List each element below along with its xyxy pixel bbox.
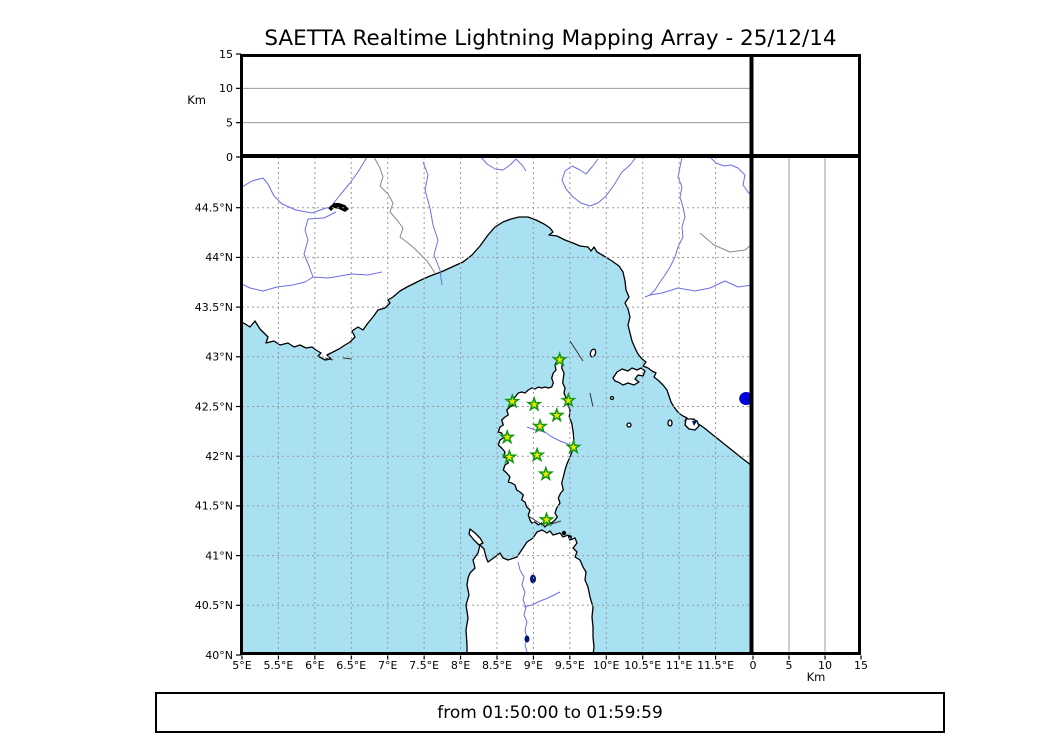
border-apennine xyxy=(699,232,752,253)
lat-tick-label: 42.5°N xyxy=(195,400,233,413)
lon-tick-label: 7.5°E xyxy=(409,659,439,672)
lat-tick-label: 40.5°N xyxy=(195,599,233,612)
lon-tick-label: 9.5°E xyxy=(555,659,585,672)
plot-title: SAETTA Realtime Lightning Mapping Array … xyxy=(264,26,837,51)
island-montecristo xyxy=(626,422,632,428)
km-tick-label: 10 xyxy=(818,659,832,672)
river-roya xyxy=(422,161,443,286)
altitude-panel xyxy=(240,54,753,156)
lon-tick-label: 5°E xyxy=(232,659,251,672)
right-km-axis-label: Km xyxy=(807,670,826,684)
lat-tick-label: 42°N xyxy=(205,450,233,463)
station-marker xyxy=(525,395,543,412)
km-tick-label: 0 xyxy=(750,659,757,672)
islet-lavezzi xyxy=(561,530,567,536)
lon-tick-label: 6.5°E xyxy=(336,659,366,672)
station-marker xyxy=(537,465,555,482)
station-marker xyxy=(528,446,546,463)
altitude-axis-label: Km xyxy=(187,93,206,107)
map-gridlines xyxy=(242,157,752,654)
river-verdon xyxy=(312,271,383,279)
islet-hyeres-west xyxy=(324,357,334,361)
seamark-bonifacio-east xyxy=(544,520,562,527)
right-altitude-panel xyxy=(753,157,861,654)
map-geography xyxy=(242,157,752,655)
island-elba xyxy=(612,367,646,386)
island-asinara xyxy=(468,528,484,546)
island-capraia xyxy=(589,348,597,358)
corner-panel xyxy=(753,54,861,156)
km-tick-label: 5 xyxy=(786,659,793,672)
lon-tick-label: 5.5°E xyxy=(263,659,293,672)
river-durance-upper xyxy=(242,177,334,214)
river-arno xyxy=(649,280,752,296)
lat-tick-label: 44°N xyxy=(205,251,233,264)
seamark-bonifacio-west xyxy=(529,516,545,527)
data-markers xyxy=(499,351,752,527)
axis-ticks xyxy=(236,53,862,660)
lon-tick-label: 10°E xyxy=(593,659,619,672)
lon-tick-label: 11°E xyxy=(666,659,692,672)
river-tanaro xyxy=(561,157,637,207)
station-marker xyxy=(538,511,555,527)
river-sardinia-branch xyxy=(523,591,561,608)
altitude-tick-label: 10 xyxy=(219,82,233,95)
lon-tick-label: 8°E xyxy=(451,659,470,672)
station-marker xyxy=(548,406,565,423)
station-marker xyxy=(565,438,582,455)
station-marker xyxy=(499,428,516,445)
lat-tick-label: 41.5°N xyxy=(195,500,233,513)
river-po-east xyxy=(709,157,752,197)
lon-tick-label: 11.5°E xyxy=(697,659,734,672)
coastline-corsica xyxy=(497,354,575,528)
lon-tick-label: 9°E xyxy=(524,659,543,672)
station-marker xyxy=(504,392,521,409)
lon-tick-label: 7°E xyxy=(378,659,397,672)
island-giglio xyxy=(667,419,673,427)
altitude-tick-label: 5 xyxy=(226,116,233,129)
lake-sardinia-south xyxy=(524,635,530,643)
axis-tick-labels: 40°N 40.5°N 41°N 41.5°N 42°N 42.5°N 43°N 43.5°N… xyxy=(195,48,868,672)
station-marker xyxy=(501,448,518,465)
station-marker xyxy=(551,351,568,367)
seamark-capcorse xyxy=(569,340,584,362)
station-marker xyxy=(560,391,577,408)
lightning-source-marker xyxy=(739,392,752,406)
islet-hyeres-east xyxy=(342,357,353,360)
river-durance-lower xyxy=(242,211,337,292)
time-range-box: from 01:50:00 to 01:59:59 xyxy=(155,692,945,733)
lon-tick-label: 8.5°E xyxy=(482,659,512,672)
lat-tick-label: 43°N xyxy=(205,351,233,364)
lat-tick-label: 40°N xyxy=(205,649,233,662)
river-tiber-upper xyxy=(644,157,686,298)
lat-tick-label: 44.5°N xyxy=(195,201,233,214)
lon-tick-label: 6°E xyxy=(305,659,324,672)
station-marker xyxy=(531,417,549,434)
lat-tick-label: 41°N xyxy=(205,549,233,562)
river-po-west xyxy=(480,157,527,172)
panel-gridlines xyxy=(243,87,826,652)
river-durance-north xyxy=(332,157,368,205)
lagoon-orbetello xyxy=(692,421,697,426)
altitude-tick-label: 15 xyxy=(219,48,233,61)
km-tick-label: 15 xyxy=(854,659,868,672)
time-range-label: from 01:50:00 to 01:59:59 xyxy=(437,702,663,723)
altitude-tick-label: 0 xyxy=(226,151,233,164)
lon-tick-label: 10.5°E xyxy=(624,659,661,672)
island-pianosa xyxy=(609,395,615,401)
river-golo-corsica xyxy=(526,426,574,448)
lat-tick-label: 43.5°N xyxy=(195,301,233,314)
seamark-gorgona xyxy=(589,392,594,408)
panel-frames xyxy=(240,54,861,655)
